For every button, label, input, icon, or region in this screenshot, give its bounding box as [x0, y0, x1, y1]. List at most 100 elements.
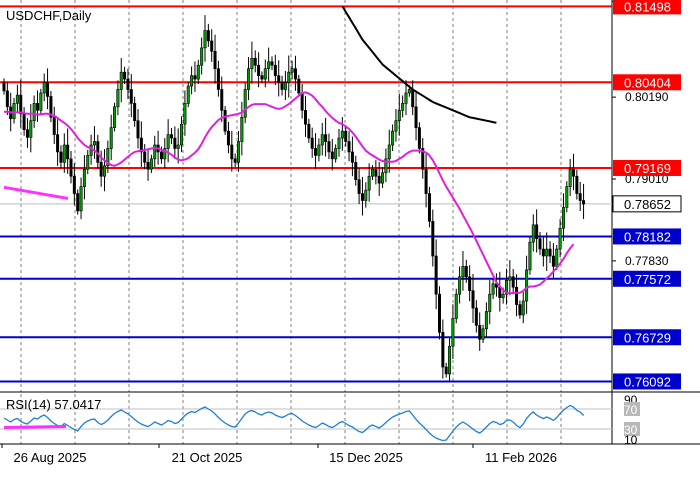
candle-body — [89, 144, 93, 156]
candle-body — [12, 103, 16, 119]
level-price-label: 0.76729 — [624, 330, 671, 345]
candle-body — [253, 57, 257, 66]
moving-average-100-line — [341, 5, 497, 124]
price-tick-label: 0.77830 — [625, 254, 669, 268]
candle-body — [441, 332, 445, 368]
candle-body — [551, 255, 555, 267]
grid — [0, 0, 700, 445]
candle-body — [62, 144, 66, 163]
candle-body — [260, 75, 264, 80]
candle-body — [22, 113, 26, 131]
rsi-line — [3, 404, 585, 442]
candle-body — [508, 276, 512, 281]
candle-body — [324, 134, 328, 142]
candle-body — [327, 141, 331, 153]
candle-body — [49, 96, 53, 118]
candle-body — [340, 130, 344, 139]
candle-body — [153, 144, 157, 160]
candle-body — [417, 127, 421, 149]
candle-body — [257, 64, 261, 76]
time-axis-label: 26 Aug 2025 — [13, 450, 86, 465]
candle-body — [2, 82, 6, 92]
manual-trend-line — [3, 185, 69, 200]
candle-body — [451, 318, 455, 347]
current-price-box — [612, 195, 682, 213]
candle-body — [370, 168, 374, 177]
candle-body — [109, 127, 113, 149]
candle-body — [146, 162, 150, 170]
candle-body — [545, 248, 549, 257]
candle-body — [337, 137, 341, 149]
candle-body — [196, 64, 200, 80]
candle-body — [287, 71, 291, 83]
level-price-label: 0.80404 — [624, 75, 671, 90]
candle-body — [515, 286, 519, 305]
candle-body — [233, 158, 237, 163]
level-price-box — [613, 270, 681, 287]
candle-body — [210, 40, 214, 52]
level-price-label: 0.79169 — [624, 161, 671, 176]
candle-body — [123, 71, 127, 80]
candle-body — [317, 144, 321, 156]
candle-body — [92, 141, 96, 146]
candle-body — [511, 276, 515, 288]
candle-body — [263, 68, 267, 80]
rsi-panel — [0, 404, 612, 442]
level-price-label: 0.76092 — [624, 374, 671, 389]
candle-body — [66, 144, 70, 160]
candle-body — [454, 293, 458, 319]
price-tick-label: 0.80190 — [625, 90, 669, 104]
level-price-box — [613, 0, 681, 15]
candle-body — [464, 266, 468, 278]
candle-body — [129, 89, 133, 104]
candle-body — [216, 68, 220, 90]
candle-body — [531, 224, 535, 243]
candle-body — [32, 103, 36, 122]
candle-body — [377, 175, 381, 184]
candle-body — [444, 366, 448, 375]
candle-body — [491, 283, 495, 295]
rsi-level-box — [624, 402, 640, 416]
candle-body — [19, 94, 23, 115]
candle-body — [173, 137, 177, 149]
candle-body — [203, 30, 207, 49]
candle-body — [387, 144, 391, 160]
candle-body — [354, 162, 358, 180]
candle-body — [300, 92, 304, 111]
price-axis: 0.815700.801900.790100.778300.814980.804… — [612, 0, 682, 447]
chart-title: USDCHF,Daily — [6, 8, 92, 23]
candle-body — [119, 71, 123, 90]
candle-body — [180, 123, 184, 146]
candle-body — [29, 120, 33, 138]
level-price-label: 0.77572 — [624, 272, 671, 287]
candle-body — [548, 248, 552, 257]
candle-body — [250, 57, 254, 69]
candle-body — [421, 148, 425, 170]
level-price-box — [613, 373, 681, 390]
manual-lines — [3, 185, 69, 200]
level-price-box — [613, 329, 681, 346]
candles — [2, 15, 586, 383]
candle-body — [183, 103, 187, 125]
candle-body — [223, 110, 227, 132]
candle-body — [364, 189, 368, 201]
rsi-manual-line — [3, 425, 67, 429]
candle-body — [159, 151, 163, 160]
time-axis-label: 11 Feb 2026 — [485, 450, 557, 465]
candle-body — [565, 186, 569, 208]
level-price-box — [613, 159, 681, 176]
candle-body — [504, 279, 508, 295]
candle-body — [267, 61, 271, 69]
candle-body — [56, 134, 60, 153]
candle-body — [15, 94, 19, 104]
candle-body — [176, 144, 180, 149]
candle-body — [149, 158, 153, 170]
candle-body — [126, 78, 130, 90]
candle-body — [273, 64, 277, 76]
candle-body — [59, 151, 63, 163]
candle-body — [170, 134, 174, 139]
candle-body — [136, 120, 140, 139]
candle-body — [213, 51, 217, 69]
candle-body — [86, 155, 90, 170]
